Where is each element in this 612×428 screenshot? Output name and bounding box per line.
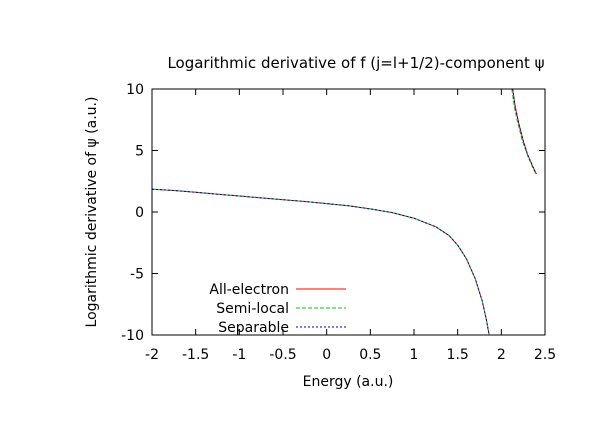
x-tick-label-0: -2	[145, 347, 159, 363]
chart-title: Logarithmic derivative of f (j=l+1/2)-co…	[167, 54, 544, 72]
series-line-2	[151, 188, 490, 336]
legend-label-0: All-electron	[209, 282, 289, 298]
y-tick-labels: -10 -5 0 5 10	[121, 82, 144, 344]
y-tick-label-4: 10	[126, 82, 144, 98]
x-tick-labels: -2 -1.5 -1 -0.5 0 0.5 1 1.5 2 2.5	[145, 347, 556, 363]
y-tick-label-2: 0	[135, 205, 144, 221]
x-tick-label-1: -1.5	[182, 347, 209, 363]
x-axis-label: Energy (a.u.)	[303, 374, 394, 390]
y-tick-label-1: -5	[130, 267, 144, 283]
series-line-1-branch	[511, 88, 537, 176]
x-tick-label-7: 1.5	[447, 347, 469, 363]
y-tick-label-0: -10	[121, 328, 144, 344]
plot-series	[151, 88, 537, 336]
x-tick-label-3: -0.5	[269, 347, 296, 363]
legend-label-1: Semi-local	[216, 301, 289, 317]
y-tick-label-3: 5	[135, 144, 144, 160]
x-tick-label-5: 0.5	[359, 347, 381, 363]
x-tick-label-2: -1	[232, 347, 246, 363]
x-tick-label-6: 1	[410, 347, 419, 363]
x-tick-label-9: 2.5	[534, 347, 556, 363]
x-tick-label-8: 2	[497, 347, 506, 363]
legend-label-2: Separable	[218, 320, 289, 336]
x-tick-label-4: 0	[322, 347, 331, 363]
series-line-2-branch	[512, 88, 537, 175]
axis-ticks	[151, 88, 546, 336]
y-axis-label: Logarithmic derivative of ψ (a.u.)	[84, 97, 100, 328]
legend: All-electron Semi-local Separable	[209, 282, 346, 336]
